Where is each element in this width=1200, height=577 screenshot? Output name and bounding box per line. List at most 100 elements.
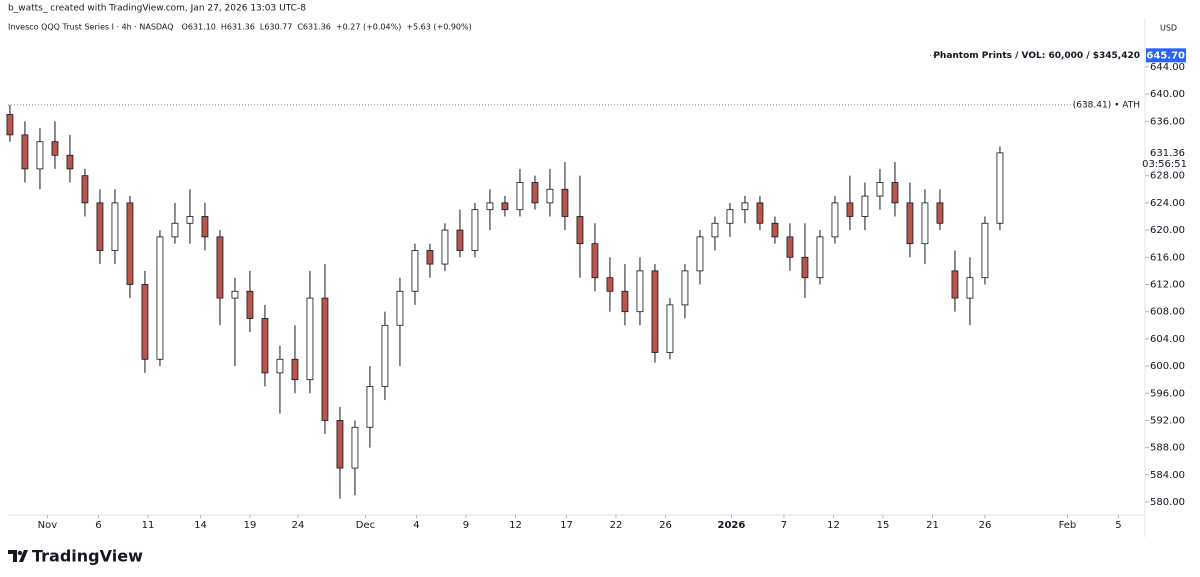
candle-body — [336, 420, 344, 469]
candle-body — [351, 426, 359, 469]
countdown: 03:56:51 — [1142, 159, 1187, 170]
candle-body — [936, 202, 944, 224]
y-tick-label: 604.00 — [1150, 334, 1185, 345]
x-tick-label: 11 — [142, 520, 155, 531]
x-tick-label: 12 — [827, 520, 840, 531]
candle-body — [6, 114, 14, 136]
y-tick-label: 596.00 — [1150, 388, 1185, 399]
candle-body — [516, 182, 524, 211]
candle-body — [231, 290, 239, 299]
candle-body — [666, 304, 674, 353]
candle-body — [456, 229, 464, 251]
candle-body — [876, 182, 884, 197]
y-tick-label: 616.00 — [1150, 252, 1185, 263]
y-tick-label: 588.00 — [1150, 443, 1185, 454]
x-tick-label: 2026 — [718, 520, 746, 531]
candle-body — [51, 141, 59, 156]
legend-item: C631.36 — [297, 23, 331, 32]
legend-item: +0.27 (+0.04%) — [336, 23, 401, 32]
candle-body — [441, 229, 449, 265]
y-tick-label: 600.00 — [1150, 361, 1185, 372]
candle-body — [981, 222, 989, 279]
x-tick-label: 26 — [979, 520, 992, 531]
last-price-box — [1146, 145, 1190, 170]
candle-body — [996, 152, 1004, 224]
candle-body — [306, 297, 314, 381]
phantom-price-box — [1146, 48, 1186, 63]
x-tick-label: 4 — [413, 520, 419, 531]
candle-body — [846, 202, 854, 217]
legend-item: H631.36 — [221, 23, 255, 32]
candle-body — [36, 141, 44, 170]
x-tick-label: 9 — [463, 520, 469, 531]
candle-body — [96, 202, 104, 251]
candle-body — [321, 297, 329, 421]
candle-body — [126, 202, 134, 285]
x-tick-label: 17 — [560, 520, 573, 531]
y-tick-label: 584.00 — [1150, 470, 1185, 481]
x-tick-label: 6 — [95, 520, 101, 531]
candle-body — [801, 256, 809, 279]
candle-body — [696, 236, 704, 272]
currency: USD — [1160, 24, 1177, 33]
y-tick-label: 580.00 — [1150, 497, 1185, 508]
candle-body — [426, 250, 434, 265]
x-tick-label: 12 — [509, 520, 522, 531]
candle-body — [621, 290, 629, 313]
candle-body — [366, 386, 374, 428]
candle-body — [786, 236, 794, 258]
last-price: 631.36 — [1150, 148, 1185, 159]
candle-body — [111, 202, 119, 251]
x-tick-label: Dec — [356, 520, 375, 531]
x-tick-label: 21 — [926, 520, 939, 531]
candle-body — [471, 209, 479, 251]
candle-body — [201, 216, 209, 238]
legend-item: O631.10 — [182, 23, 216, 32]
y-tick-label: 644.00 — [1150, 62, 1185, 73]
candle-body — [636, 270, 644, 313]
candle-body — [606, 277, 614, 292]
candle-body — [501, 202, 509, 211]
y-tick-label: 620.00 — [1150, 225, 1185, 236]
candle-body — [816, 236, 824, 279]
y-tick-label: 640.00 — [1150, 89, 1185, 100]
candle-body — [576, 216, 584, 245]
candle-body — [726, 209, 734, 224]
candle-body — [396, 290, 404, 326]
candle-body — [561, 188, 569, 217]
logo — [8, 550, 28, 562]
candle-body — [891, 182, 899, 204]
x-tick-label: 7 — [781, 520, 787, 531]
candle-body — [711, 222, 719, 238]
candle-body — [411, 250, 419, 292]
ath-label: (638.41) • ATH — [1073, 100, 1140, 110]
phantom-price: 645.70 — [1146, 50, 1185, 61]
candle-body — [651, 270, 659, 353]
x-tick-label: Feb — [1059, 520, 1077, 531]
x-tick-label: 26 — [659, 520, 672, 531]
x-tick-label: 14 — [194, 520, 207, 531]
x-tick-label: 19 — [244, 520, 257, 531]
legend-item: +5.63 (+0.90%) — [406, 23, 471, 32]
candle-body — [831, 202, 839, 238]
y-tick-label: 628.00 — [1150, 171, 1185, 182]
x-tick-label: Nov — [38, 520, 58, 531]
candle-body — [141, 284, 149, 360]
candle-body — [186, 216, 194, 224]
candle-body — [81, 175, 89, 204]
candle-body — [921, 202, 929, 245]
x-tick-label: 24 — [292, 520, 305, 531]
candle-body — [591, 243, 599, 279]
x-tick-label: 22 — [610, 520, 623, 531]
candle-body — [741, 202, 749, 211]
credit: b_watts_ created with TradingView.com, J… — [8, 4, 306, 14]
candle-body — [861, 195, 869, 217]
candle-body — [951, 270, 959, 299]
phantom-text: Phantom Prints / VOL: 60,000 / $345,420 — [933, 51, 1140, 61]
candle-body — [531, 182, 539, 204]
x-tick-label: 15 — [877, 520, 890, 531]
candle-body — [291, 358, 299, 381]
candle-body — [156, 236, 164, 360]
